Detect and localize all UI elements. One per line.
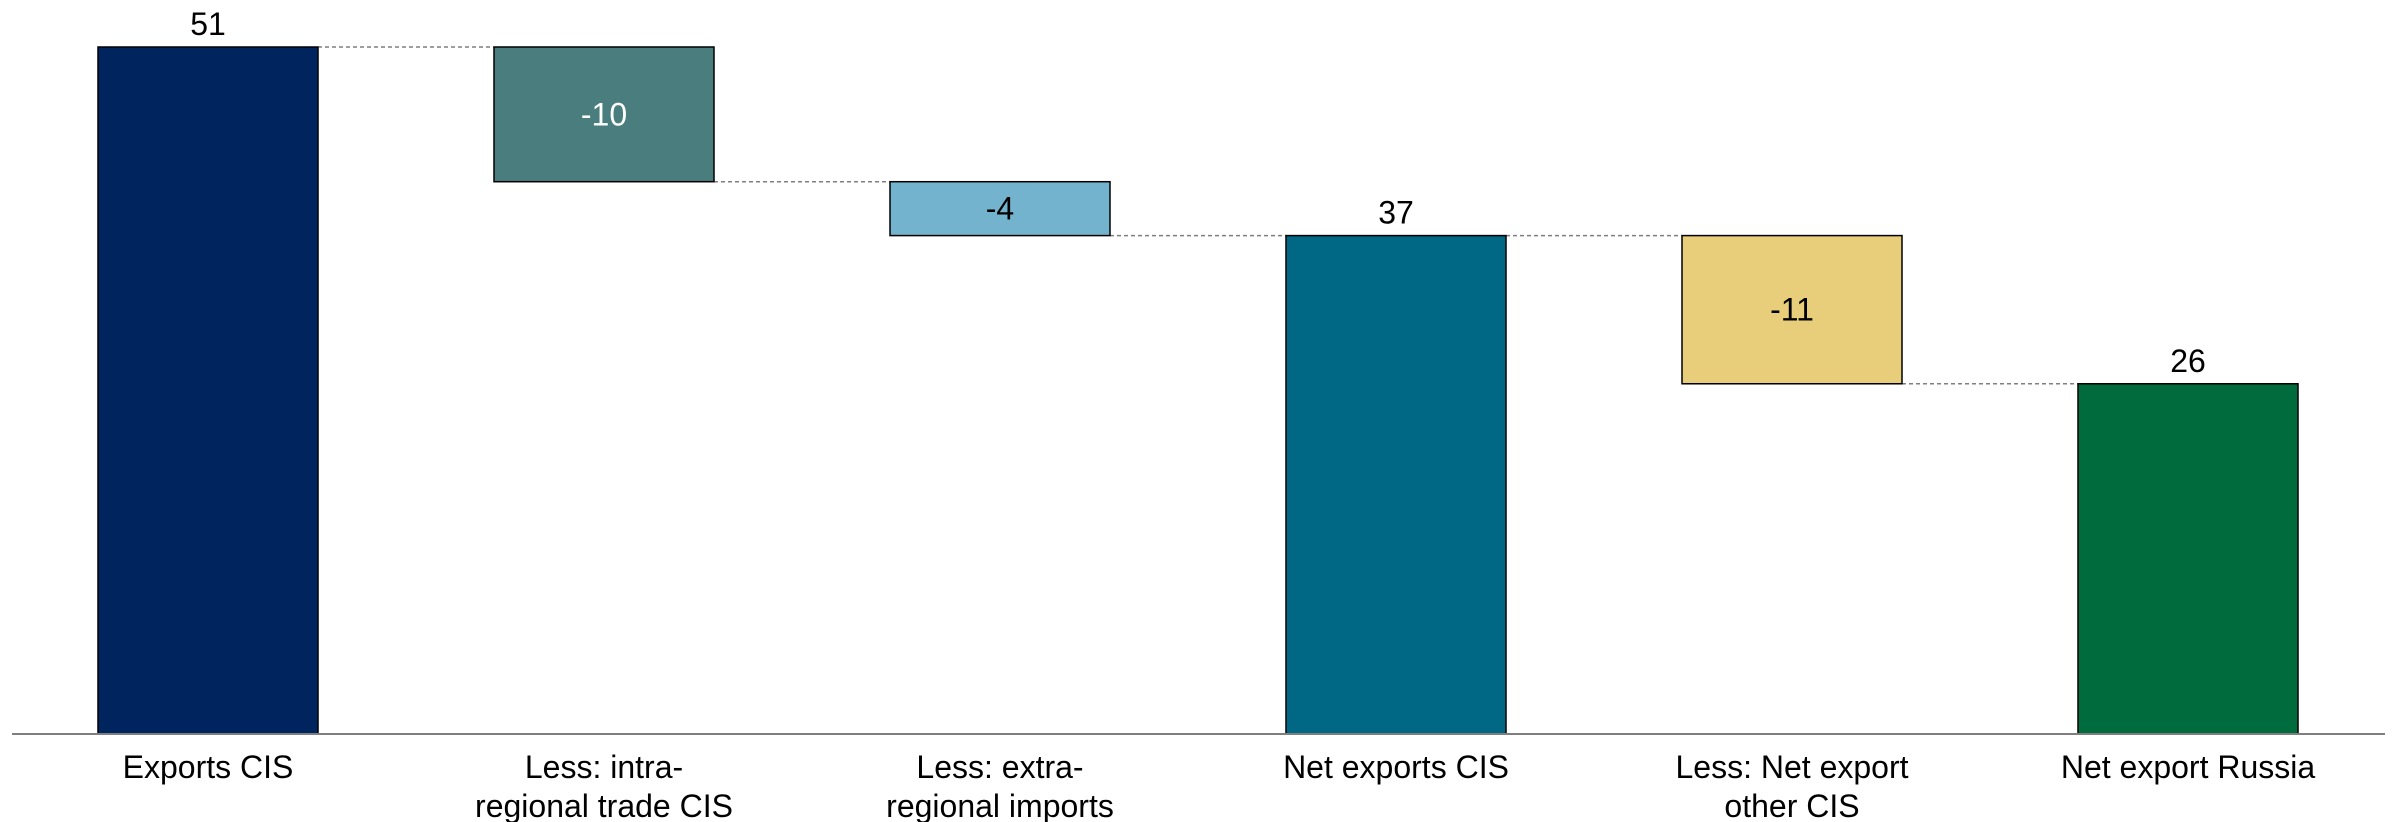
data-label-1: -10 — [581, 96, 627, 132]
data-labels: 51 -10 -4 37 -11 26 — [190, 6, 2206, 379]
bar-2 — [889, 180, 1111, 237]
data-label-5: 26 — [2170, 343, 2206, 379]
bars — [97, 46, 2299, 735]
data-label-3: 37 — [1378, 195, 1414, 231]
x-tick-label-0-0: Exports CIS — [123, 749, 294, 785]
x-tick-label-1-1: regional trade CIS — [475, 788, 733, 822]
x-tick-label-4-1: other CIS — [1724, 788, 1859, 822]
bar-3 — [1285, 234, 1507, 735]
x-tick-label-3-0: Net exports CIS — [1283, 749, 1509, 785]
data-label-0: 51 — [190, 6, 226, 42]
x-axis-tick-labels: Exports CIS Less: intra-regional trade CI… — [123, 749, 2316, 822]
bar-1 — [493, 46, 715, 183]
x-tick-label-2-1: regional imports — [886, 788, 1114, 822]
data-label-2: -4 — [986, 191, 1014, 227]
bar-0 — [97, 46, 319, 735]
x-tick-label-4-0: Less: Net export — [1676, 749, 1909, 785]
connector-lines — [318, 46, 2078, 385]
x-tick-label-5-0: Net export Russia — [2061, 749, 2316, 785]
bar-5 — [2077, 383, 2299, 735]
x-tick-label-1-0: Less: intra- — [525, 749, 683, 785]
x-tick-label-2-0: Less: extra- — [916, 749, 1083, 785]
data-label-4: -11 — [1770, 292, 1814, 328]
bar-4 — [1681, 234, 1903, 385]
